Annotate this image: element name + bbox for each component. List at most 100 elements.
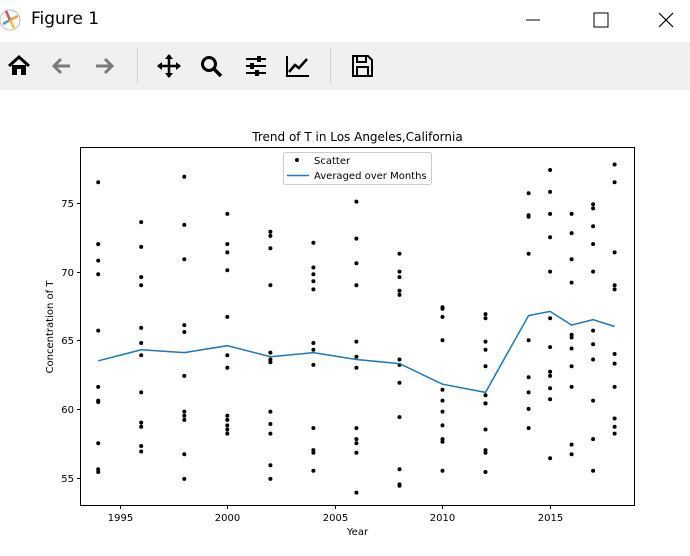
x-tick-label: 2015 — [538, 513, 563, 524]
pan-icon — [157, 54, 181, 78]
scatter-point — [397, 483, 402, 488]
scatter-point — [268, 476, 273, 481]
x-axis-ticks: 1995 2000 2005 2010 2015 — [108, 505, 563, 524]
y-axis-ticks: 55 60 65 70 75 — [61, 199, 81, 485]
edit-axis-button[interactable] — [282, 52, 314, 80]
average-line — [98, 310, 615, 394]
scatter-point — [483, 450, 488, 455]
scatter-point — [440, 314, 445, 319]
scatter-point — [591, 357, 596, 362]
scatter-point — [591, 206, 596, 211]
scatter-point — [397, 467, 402, 472]
zoom-icon — [201, 56, 223, 78]
scatter-point — [182, 413, 187, 418]
scatter-point — [96, 180, 101, 185]
y-tick-label: 75 — [61, 199, 74, 210]
scatter-point — [268, 422, 273, 426]
scatter-point — [483, 316, 488, 321]
zoom-button[interactable] — [196, 52, 228, 80]
scatter-point — [225, 211, 230, 216]
scatter-point — [591, 328, 596, 333]
scatter-point — [96, 400, 101, 404]
scatter-point — [96, 441, 101, 446]
back-arrow-icon — [51, 57, 70, 75]
home-button[interactable] — [3, 52, 35, 80]
back-button[interactable] — [46, 52, 78, 80]
scatter-point — [268, 463, 273, 468]
scatter-point — [569, 452, 574, 457]
scatter-point — [612, 431, 617, 436]
scatter-point — [182, 409, 187, 414]
scatter-point — [182, 373, 187, 378]
scatter-point — [612, 416, 617, 421]
scatter-point — [526, 214, 531, 219]
x-tick-label: 2000 — [215, 513, 240, 524]
scatter-point — [612, 283, 617, 288]
close-button[interactable] — [643, 0, 689, 41]
scatter-point — [354, 365, 359, 370]
scatter-point — [139, 424, 144, 429]
scatter-point — [96, 470, 101, 474]
save-button[interactable] — [346, 52, 378, 80]
title-bar: Figure 1 — [0, 0, 690, 41]
scatter-point — [354, 283, 359, 288]
scatter-point — [591, 468, 596, 473]
scatter-point — [354, 426, 359, 431]
scatter-point — [569, 346, 574, 351]
scatter-point — [311, 450, 316, 455]
toolbar-separator — [330, 48, 331, 84]
plot-area-frame — [80, 147, 635, 506]
scatter-point — [548, 369, 553, 374]
close-icon — [658, 12, 674, 28]
scatter-point — [548, 397, 553, 402]
scatter-point — [548, 373, 553, 378]
scatter-point — [268, 409, 273, 414]
x-tick-label: 2005 — [323, 513, 348, 524]
scatter-point — [311, 287, 316, 292]
scatter-point — [311, 341, 316, 345]
scatter-point — [548, 168, 553, 172]
scatter-point — [440, 306, 445, 311]
scatter-point — [483, 470, 488, 474]
navigation-toolbar — [0, 42, 690, 90]
scatter-point — [526, 191, 531, 196]
scatter-point — [139, 341, 144, 345]
scatter-point — [569, 332, 574, 337]
scatter-point — [569, 211, 574, 216]
scatter-point — [569, 364, 574, 369]
scatter-point — [268, 229, 273, 234]
scatter-point — [225, 413, 230, 418]
pan-button[interactable] — [153, 52, 185, 80]
scatter-point — [526, 426, 531, 431]
forward-button[interactable] — [88, 52, 120, 80]
scatter-point — [440, 468, 445, 473]
scatter-point — [311, 265, 316, 270]
scatter-points — [96, 162, 617, 495]
scatter-point — [483, 364, 488, 369]
scatter-point — [397, 415, 402, 420]
scatter-point — [139, 353, 144, 358]
scatter-point — [268, 233, 273, 238]
scatter-point — [139, 325, 144, 330]
configure-subplots-button[interactable] — [240, 52, 272, 80]
scatter-point — [548, 345, 553, 350]
scatter-point — [397, 288, 402, 293]
scatter-point — [354, 450, 359, 455]
scatter-point — [268, 360, 273, 365]
minimize-button[interactable] — [510, 0, 556, 41]
legend-box — [283, 152, 432, 185]
scatter-point — [182, 417, 187, 422]
scatter-point — [526, 390, 531, 395]
scatter-point — [225, 417, 230, 422]
scatter-point — [397, 357, 402, 362]
maximize-button[interactable] — [578, 0, 624, 41]
y-tick-label: 65 — [61, 336, 74, 347]
scatter-point — [397, 380, 402, 385]
scatter-point — [311, 240, 316, 245]
scatter-point — [182, 330, 187, 334]
scatter-point — [354, 437, 359, 442]
scatter-point — [225, 353, 230, 358]
scatter-point — [483, 427, 488, 432]
figure-canvas[interactable]: Trend of T in Los Angeles,California 199… — [0, 90, 690, 552]
scatter-point — [397, 251, 402, 256]
